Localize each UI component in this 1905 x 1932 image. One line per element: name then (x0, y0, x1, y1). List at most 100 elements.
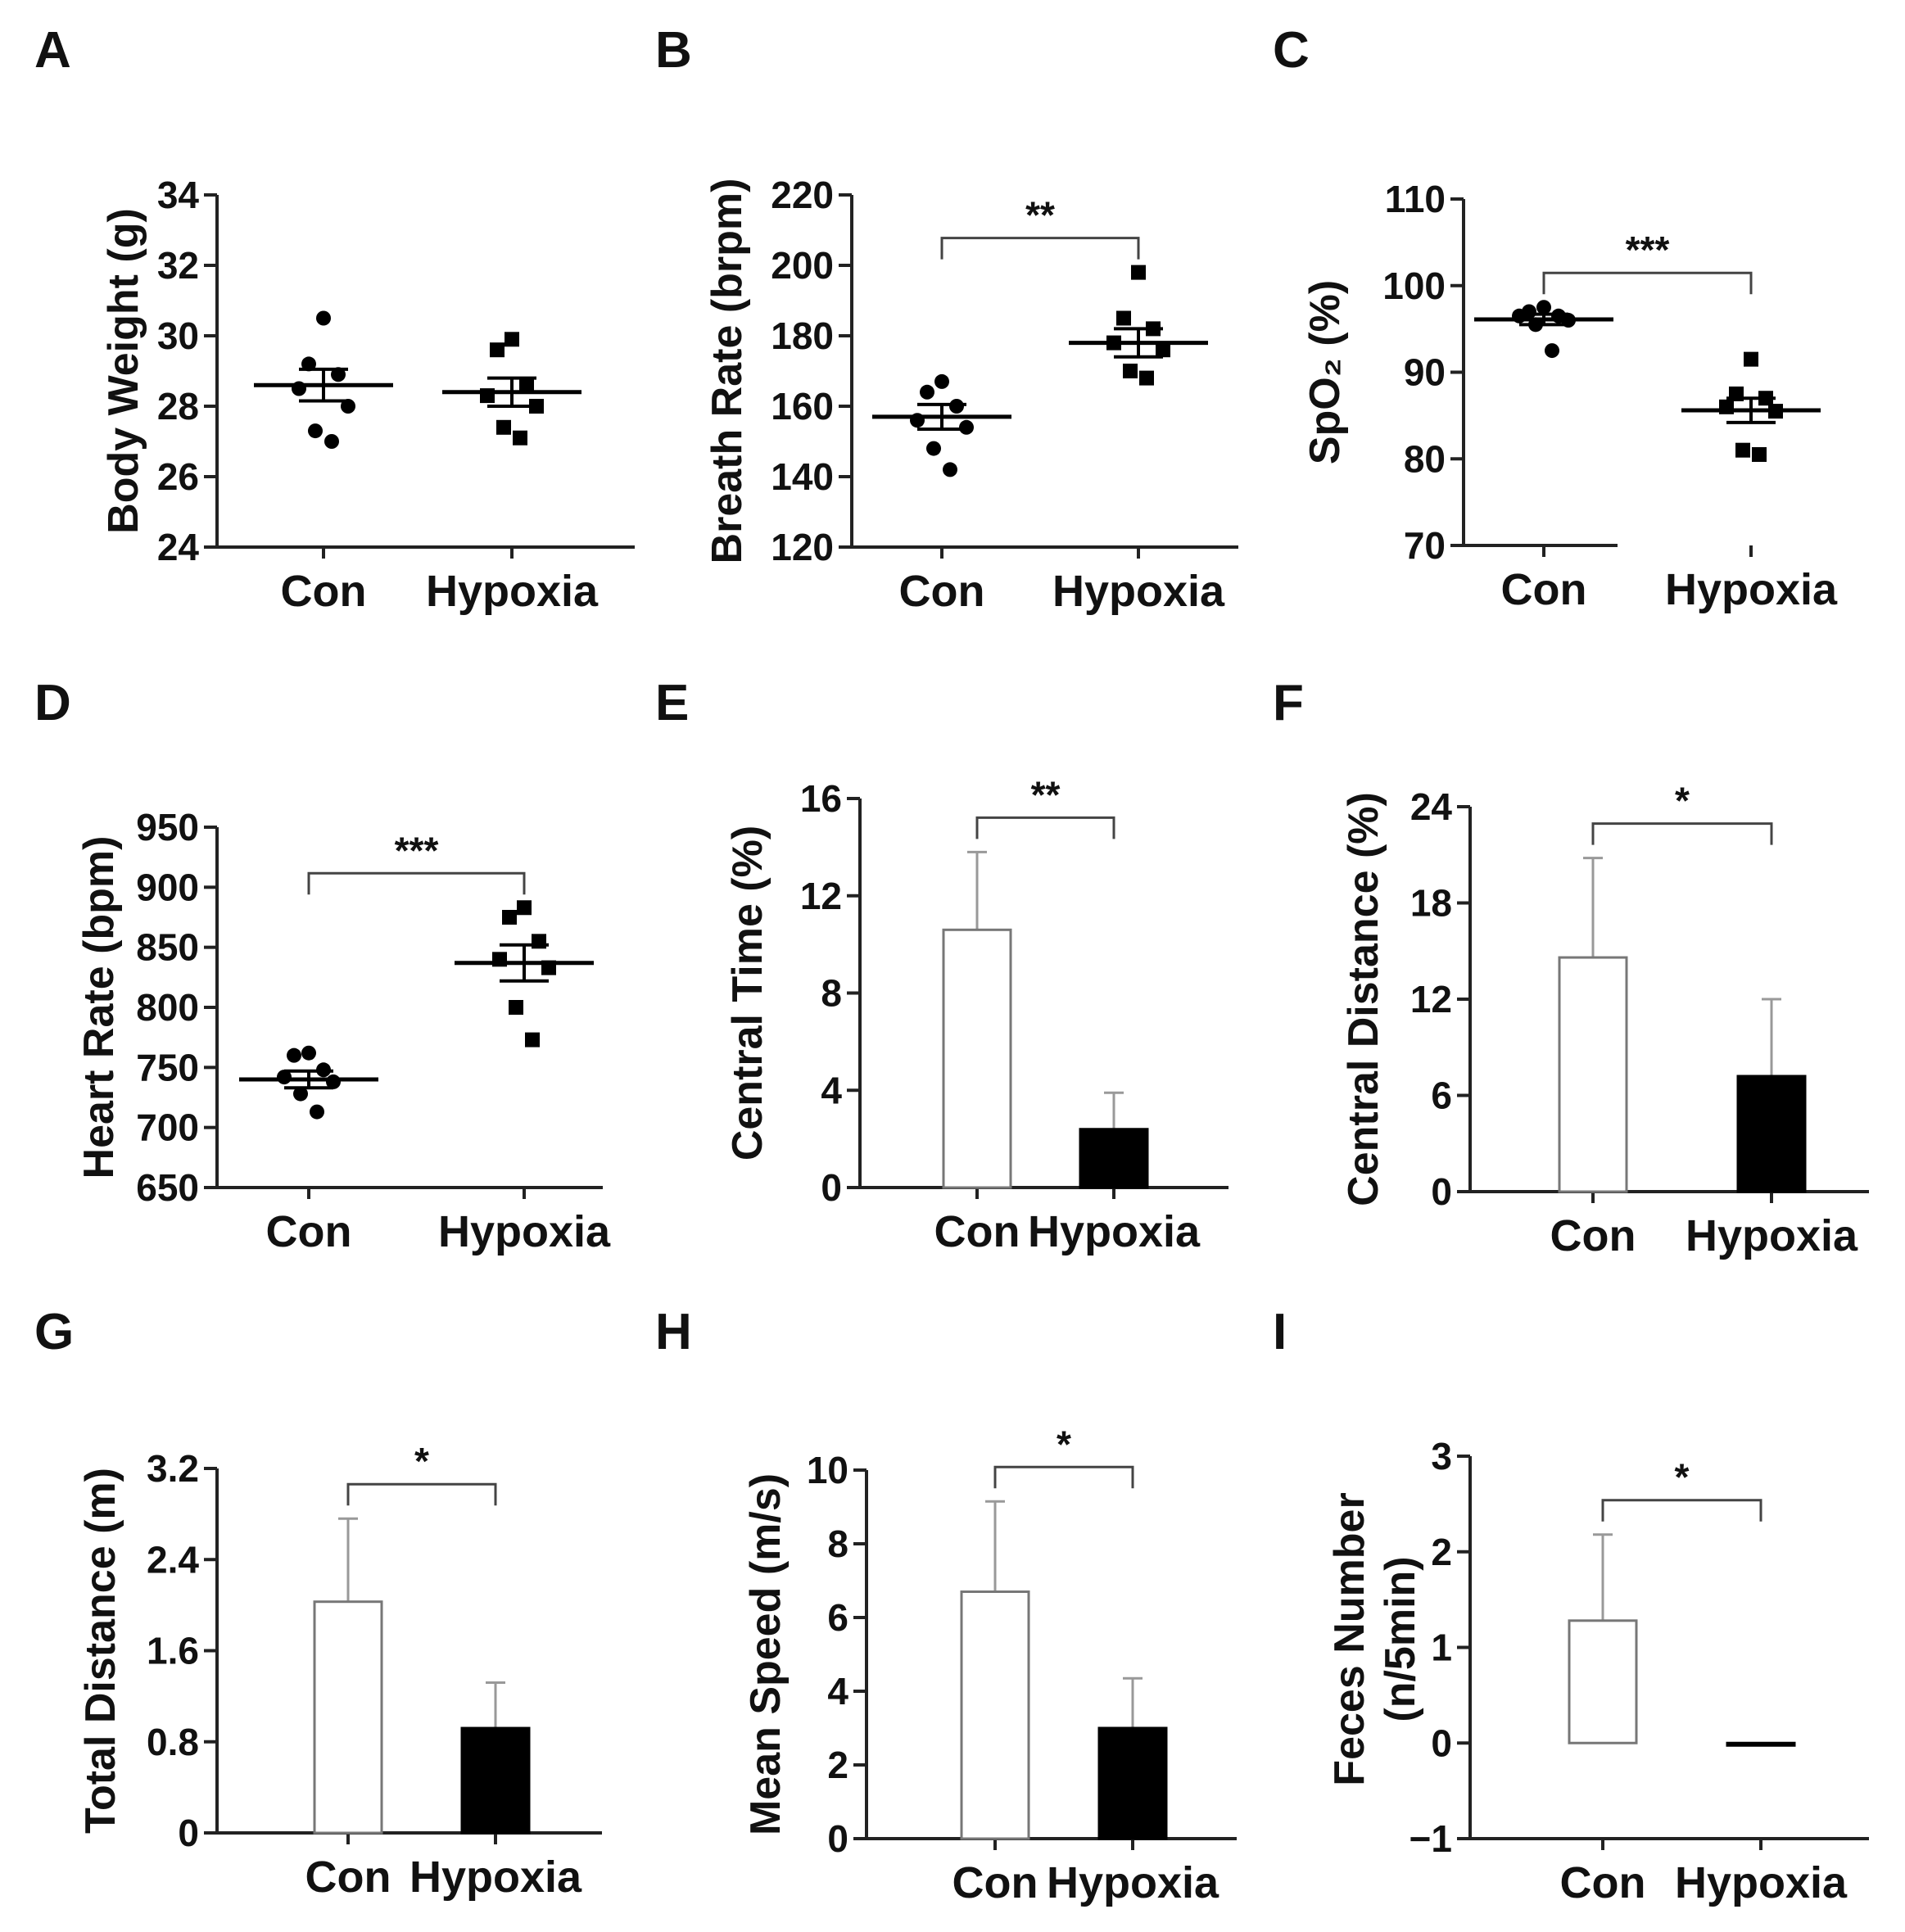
y-tick-label: 220 (771, 174, 834, 216)
y-axis-label: Mean Speed (m/s) (742, 1473, 790, 1835)
y-axis-label: Total Distance (m) (77, 1468, 124, 1834)
data-point-hypoxia (1131, 265, 1146, 280)
x-tick-label-hypoxia: Hypoxia (1675, 1858, 1848, 1907)
panel-letter: E (655, 675, 689, 731)
y-tick-label: 4 (827, 1670, 848, 1713)
y-tick-label: 650 (136, 1166, 199, 1209)
y-tick-label: 34 (157, 174, 200, 216)
y-tick-label: 0 (827, 1817, 848, 1860)
y-tick-label: 3 (1431, 1435, 1452, 1477)
data-point-hypoxia (490, 342, 505, 358)
significance-label: * (1057, 1423, 1071, 1465)
x-tick-label-con: Con (281, 567, 367, 616)
y-tick-label: 6 (827, 1596, 848, 1639)
data-point-con (287, 1047, 301, 1063)
panel-letter: F (1273, 675, 1304, 731)
data-point-con (926, 441, 941, 456)
significance-bracket (940, 237, 1140, 260)
y-tick-label: 900 (136, 866, 199, 908)
panel-letter: A (34, 22, 71, 79)
data-point-con (324, 434, 339, 449)
panel-e: E 0 4 8 12 16 Con Hypoxia Central Time (%) ** (655, 675, 1229, 1256)
y-tick-label: 800 (136, 986, 199, 1029)
panel-h: H 0 2 4 6 8 10 Con Hypoxia Mean Speed (m/s) * (655, 1304, 1237, 1907)
y-tick-label: 700 (136, 1106, 199, 1149)
y-axis-label: Body Weight (g) (100, 208, 147, 534)
y-tick-label: 10 (807, 1449, 848, 1491)
data-point-hypoxia (1156, 342, 1170, 358)
data-point-hypoxia (496, 419, 511, 435)
data-point-con (920, 384, 934, 400)
y-tick-label: 4 (821, 1069, 842, 1111)
y-tick-label: 24 (1410, 785, 1453, 828)
data-point-con (1545, 343, 1559, 359)
y-tick-label: 80 (1404, 437, 1446, 480)
y-tick-label: 3.2 (147, 1447, 199, 1490)
y-axis-label: Feces Number (1326, 1492, 1373, 1785)
data-point-con (949, 399, 964, 414)
y-tick-label: 110 (1385, 178, 1446, 220)
y-tick-label: 18 (1410, 882, 1452, 925)
significance-bracket (975, 816, 1115, 839)
panel-c: C 70 80 90 100 110 Con Hypoxia SpO₂ (%) *** (1273, 22, 1838, 614)
y-tick-label: −1 (1410, 1817, 1452, 1860)
x-tick-label-con: Con (899, 567, 985, 616)
bar-hypoxia (460, 1726, 531, 1835)
data-point-hypoxia (1744, 351, 1758, 367)
y-tick-label: 16 (800, 777, 842, 820)
bar-con (1568, 1619, 1638, 1744)
significance-label: ** (1025, 194, 1055, 237)
significance-label: ** (1031, 773, 1061, 816)
y-axis-label-line2: (n/5min) (1377, 1556, 1424, 1722)
y-axis-label: Breath Rate (brpm) (704, 179, 751, 564)
y-tick-label: 0 (821, 1166, 842, 1209)
bar-hypoxia (1097, 1726, 1168, 1840)
data-point-hypoxia (1139, 370, 1154, 386)
y-tick-label: 0 (178, 1812, 199, 1854)
x-tick-label-hypoxia: Hypoxia (1686, 1211, 1858, 1260)
data-point-con (934, 373, 949, 389)
data-point-con (959, 419, 974, 435)
panel-b: B 120 140 160 180 200 220 Con Hypoxia Breath Rate… (655, 22, 1238, 616)
data-point-hypoxia (513, 430, 527, 446)
y-tick-label: 24 (157, 526, 200, 568)
x-tick-label-con: Con (1550, 1211, 1636, 1260)
significance-bracket (1591, 822, 1773, 845)
significance-bracket (993, 1465, 1134, 1489)
x-tick-label-con: Con (1560, 1858, 1646, 1907)
data-point-con (301, 1045, 316, 1061)
y-tick-label: 100 (1382, 265, 1446, 307)
y-tick-label: 12 (800, 875, 842, 917)
y-tick-label: 32 (157, 244, 199, 287)
data-point-hypoxia (1752, 446, 1767, 462)
y-axis-label: Central Time (%) (724, 826, 772, 1161)
data-point-con (293, 1086, 308, 1102)
x-tick-label-hypoxia: Hypoxia (1665, 565, 1838, 614)
bar-con (942, 928, 1012, 1189)
panel-f: F 0 6 12 18 24 Con Hypoxia Central Distance (%) * (1273, 675, 1869, 1260)
bar-hypoxia (1079, 1128, 1149, 1189)
bar-hypoxia (1736, 1075, 1807, 1193)
x-tick-label-con: Con (952, 1858, 1038, 1907)
x-tick-label-con: Con (934, 1207, 1020, 1256)
y-tick-label: 750 (136, 1046, 199, 1088)
data-point-hypoxia (1116, 310, 1131, 326)
data-point-hypoxia (502, 910, 517, 925)
y-tick-label: 1.6 (147, 1630, 199, 1672)
x-tick-label-hypoxia: Hypoxia (1052, 567, 1225, 616)
bar-hypoxia (1726, 1741, 1796, 1747)
y-tick-label: 120 (771, 526, 834, 568)
data-point-con (308, 423, 323, 439)
panel-letter: D (34, 675, 71, 731)
y-tick-label: 2 (827, 1744, 848, 1786)
data-point-con (1536, 300, 1551, 315)
y-tick-label: 70 (1404, 524, 1446, 567)
x-tick-label-hypoxia: Hypoxia (410, 1853, 582, 1902)
panel-letter: C (1273, 22, 1310, 79)
significance-bracket (1601, 1499, 1762, 1522)
panel-i: I −1 0 1 2 3 Con Hypoxia Feces Number (n/5min) * (1273, 1304, 1869, 1907)
data-point-con (316, 310, 331, 326)
panel-letter: B (655, 22, 692, 79)
y-tick-label: 0 (1431, 1722, 1452, 1764)
